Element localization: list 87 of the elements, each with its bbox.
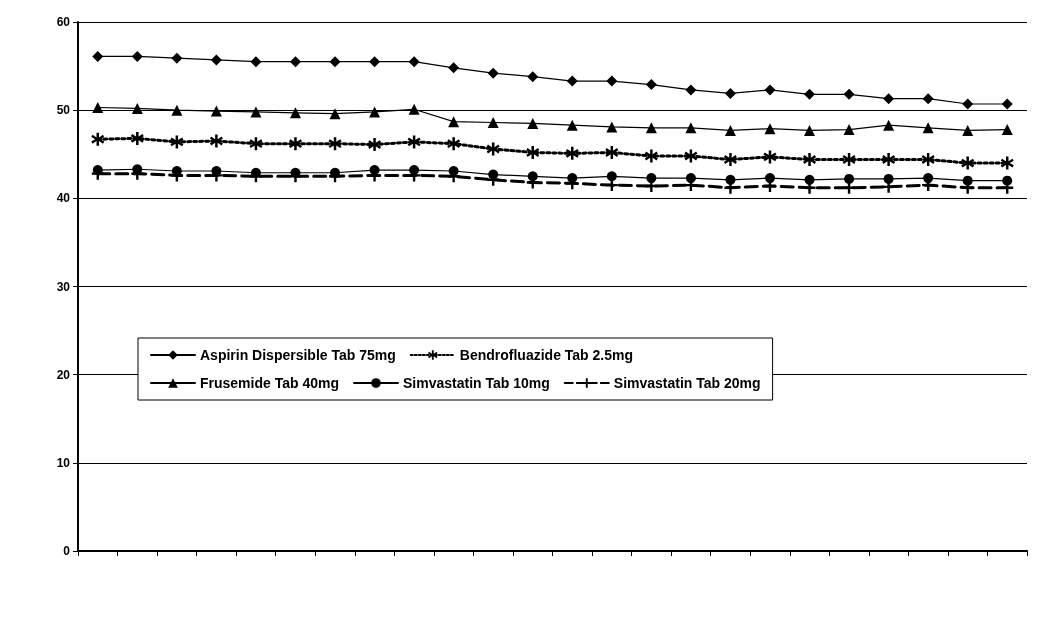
point: [843, 124, 855, 136]
point: [764, 173, 775, 184]
y-tick-label: 40: [56, 191, 71, 206]
point: [606, 121, 618, 133]
point: [962, 98, 974, 110]
point: [130, 131, 144, 145]
point: [92, 102, 104, 114]
point: [565, 146, 579, 160]
point: [842, 153, 856, 167]
point: [803, 153, 817, 167]
point: [447, 137, 461, 151]
point: [724, 87, 736, 99]
point: [1001, 98, 1013, 110]
point: [329, 108, 341, 120]
point: [527, 117, 539, 129]
point: [92, 50, 104, 62]
point: [368, 138, 382, 152]
point: [685, 84, 697, 96]
point: [487, 117, 499, 129]
y-tick-label: 0: [63, 544, 71, 558]
point: [527, 71, 539, 83]
y-tick-label: 20: [56, 367, 71, 382]
point: [369, 56, 381, 68]
point: [764, 84, 776, 96]
point: [408, 103, 420, 115]
point: [844, 173, 855, 184]
point: [804, 124, 816, 136]
point: [843, 88, 855, 100]
point: [171, 52, 183, 64]
point: [684, 149, 698, 163]
point: [131, 50, 143, 62]
point: [882, 153, 896, 167]
y-tick-label: 60: [56, 15, 71, 29]
point: [645, 122, 657, 134]
point: [210, 54, 222, 66]
point: [91, 132, 105, 146]
point: [1001, 124, 1013, 136]
point: [764, 123, 776, 135]
point: [922, 122, 934, 134]
point: [328, 137, 342, 151]
point: [883, 119, 895, 131]
y-tick-label: 10: [56, 455, 71, 470]
point: [289, 56, 301, 68]
point: [921, 153, 935, 167]
point: [329, 56, 341, 68]
point: [250, 56, 262, 68]
legend-label: Bendrofluazide Tab 2.5mg: [459, 347, 634, 363]
legend-label: Aspirin Dispersible Tab 75mg: [200, 347, 396, 363]
point: [763, 150, 777, 164]
point: [171, 104, 183, 116]
point: [606, 75, 618, 87]
point: [804, 88, 816, 100]
point: [448, 116, 460, 128]
point: [961, 156, 975, 170]
point: [170, 135, 184, 149]
point: [209, 134, 223, 148]
point: [369, 106, 381, 118]
point: [448, 62, 460, 74]
point: [289, 107, 301, 119]
point: [922, 93, 934, 105]
point: [408, 56, 420, 68]
point: [962, 124, 974, 136]
point: [210, 105, 222, 117]
point: [486, 142, 500, 156]
point: [566, 75, 578, 87]
point: [249, 137, 263, 151]
point: [131, 102, 143, 114]
y-tick-label: 30: [56, 279, 71, 294]
point: [723, 153, 737, 167]
point: [407, 135, 421, 149]
legend-label: Frusemide Tab 40mg: [200, 375, 340, 391]
point: [1000, 156, 1014, 170]
legend-label: Simvastatin Tab 20mg: [613, 375, 761, 391]
legend-label: Simvastatin Tab 10mg: [403, 375, 550, 391]
point: [685, 122, 697, 134]
point: [724, 124, 736, 136]
point: [606, 171, 617, 182]
point: [250, 106, 262, 118]
y-tick-label: 50: [56, 103, 71, 118]
point: [288, 137, 302, 151]
point: [487, 67, 499, 79]
point: [644, 149, 658, 163]
point: [645, 79, 657, 91]
point: [566, 119, 578, 131]
point: [526, 145, 540, 159]
point: [605, 145, 619, 159]
point: [883, 93, 895, 105]
